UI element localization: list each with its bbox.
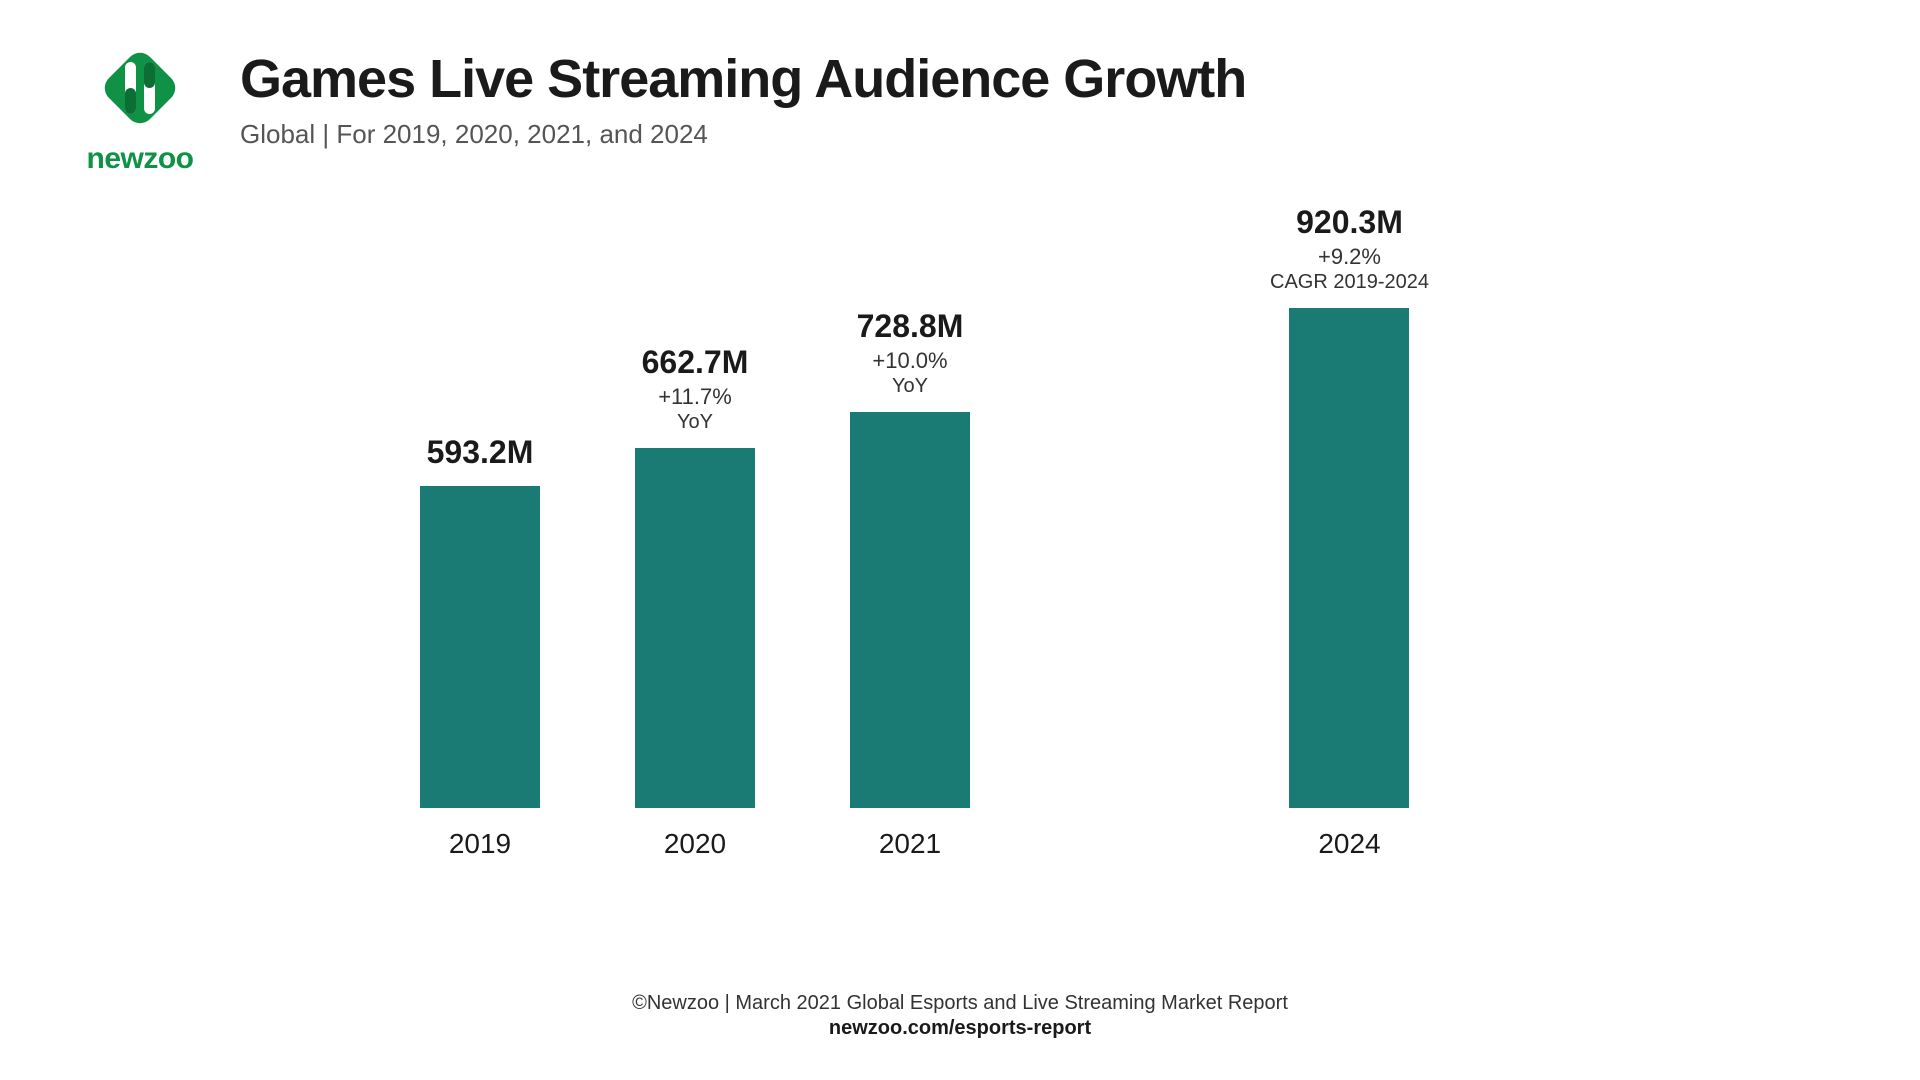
bar-growth-label: +10.0% bbox=[857, 348, 964, 374]
bar bbox=[420, 486, 540, 808]
bar-slot: 920.3M +9.2%CAGR 2019-2024 bbox=[1270, 168, 1429, 808]
chart-title: Games Live Streaming Audience Growth bbox=[240, 50, 1246, 109]
bar-growth-sublabel: CAGR 2019-2024 bbox=[1270, 270, 1429, 294]
bar-slot: 593.2M bbox=[420, 168, 540, 808]
x-axis-label: 2020 bbox=[664, 828, 726, 860]
x-axis-label: 2021 bbox=[879, 828, 941, 860]
newzoo-logo-icon bbox=[90, 38, 190, 138]
bar-value-label: 593.2M bbox=[427, 433, 534, 471]
bar-value-label: 728.8M bbox=[857, 307, 964, 345]
bar-label-group: 662.7M +11.7%YoY bbox=[642, 343, 749, 434]
title-block: Games Live Streaming Audience Growth Glo… bbox=[240, 38, 1246, 150]
footer-url: newzoo.com/esports-report bbox=[0, 1017, 1920, 1040]
bar bbox=[635, 448, 755, 808]
bar-column-2020: 662.7M +11.7%YoY 2020 bbox=[635, 168, 755, 860]
bar bbox=[850, 412, 970, 808]
x-axis-label: 2024 bbox=[1318, 828, 1380, 860]
bar-column-2021: 728.8M +10.0%YoY 2021 bbox=[850, 168, 970, 860]
footer-copyright: ©Newzoo | March 2021 Global Esports and … bbox=[0, 992, 1920, 1015]
x-axis-label: 2019 bbox=[449, 828, 511, 860]
bar-growth-sublabel: YoY bbox=[857, 374, 964, 398]
bar-value-label: 920.3M bbox=[1270, 203, 1429, 241]
bar-growth-label: +11.7% bbox=[642, 384, 749, 410]
bar-label-group: 920.3M +9.2%CAGR 2019-2024 bbox=[1270, 203, 1429, 294]
bar-value-label: 662.7M bbox=[642, 343, 749, 381]
bar-chart: 593.2M2019662.7M+11.7%YoY2020728.8M+10.0… bbox=[420, 220, 1480, 940]
bar bbox=[1289, 308, 1409, 808]
bar-slot: 728.8M +10.0%YoY bbox=[850, 168, 970, 808]
bar-growth-label: +9.2% bbox=[1270, 244, 1429, 270]
bar-growth-sublabel: YoY bbox=[642, 410, 749, 434]
bar-label-group: 728.8M +10.0%YoY bbox=[857, 307, 964, 398]
header: newzoo Games Live Streaming Audience Gro… bbox=[70, 38, 1246, 176]
brand-name: newzoo bbox=[87, 142, 194, 176]
chart-subtitle: Global | For 2019, 2020, 2021, and 2024 bbox=[240, 119, 1246, 150]
bar-column-2024: 920.3M +9.2%CAGR 2019-2024 2024 bbox=[1270, 168, 1429, 860]
bar-column-2019: 593.2M 2019 bbox=[420, 168, 540, 860]
bar-label-group: 593.2M bbox=[427, 433, 534, 471]
bar-slot: 662.7M +11.7%YoY bbox=[635, 168, 755, 808]
brand-logo: newzoo bbox=[70, 38, 210, 176]
footer: ©Newzoo | March 2021 Global Esports and … bbox=[0, 992, 1920, 1040]
